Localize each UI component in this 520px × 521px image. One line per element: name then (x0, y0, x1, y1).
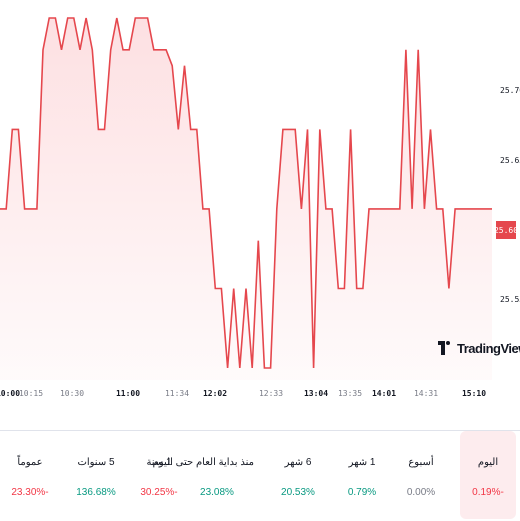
period-value: 0.79% (347, 487, 377, 498)
period-value: 136.68% (76, 487, 116, 498)
period-6[interactable]: أسبوع 0.00% (393, 431, 449, 519)
tradingview-logo-icon (438, 341, 454, 355)
period-value: 20.53% (281, 487, 315, 498)
x-tick-label: 10:30 (60, 389, 84, 398)
current-price-label: 25.60 (494, 221, 518, 239)
period-5[interactable]: 1 شهر 0.79% (334, 431, 390, 519)
period-label: 6 شهر (284, 457, 312, 468)
period-2[interactable]: 1 سنة 30.25%- (131, 431, 187, 519)
x-tick-label: 12:02 (203, 389, 227, 398)
price-line (0, 17, 492, 369)
period-value: 23.30%- (11, 487, 49, 498)
period-label: أسبوع (408, 457, 434, 468)
tradingview-brand-name: TradingView (457, 340, 520, 356)
y-tick-label: 25.70 (500, 86, 520, 95)
y-tick-label: 25.65 (500, 156, 520, 165)
x-tick-label: 13:35 (338, 389, 362, 398)
period-3[interactable]: منذ بداية العام حتى اليوم 23.08% (152, 431, 254, 519)
x-tick-label: 10:15 (19, 389, 43, 398)
period-value: 23.08% (200, 487, 234, 498)
performance-periods: عموماً 23.30%- 5 سنوات 136.68% 1 سنة 30.25%- م… (0, 430, 520, 521)
period-label: اليوم (477, 457, 499, 468)
x-tick-label: 15:10 (462, 389, 486, 398)
period-label: 1 شهر (348, 457, 376, 468)
period-label: 1 سنة (146, 457, 172, 468)
y-tick-label: 25.55 (500, 295, 520, 304)
x-tick-label: 11:00 (116, 389, 140, 398)
period-4[interactable]: 6 شهر 20.53% (270, 431, 326, 519)
period-label: منذ بداية العام حتى اليوم (152, 457, 254, 468)
x-tick-label: 11:34 (165, 389, 189, 398)
x-tick-label: 14:01 (372, 389, 396, 398)
x-tick-label: 10:00 (0, 389, 20, 398)
x-tick-label: 12:33 (259, 389, 283, 398)
period-0[interactable]: عموماً 23.30%- (2, 431, 58, 519)
period-value: 0.19%- (472, 487, 504, 498)
price-area-fill (0, 18, 492, 380)
period-label: عموماً (17, 457, 43, 468)
period-7[interactable]: اليوم 0.19%- (460, 431, 516, 519)
period-label: 5 سنوات (77, 457, 115, 468)
x-tick-label: 14:31 (414, 389, 438, 398)
period-value: 30.25%- (140, 487, 178, 498)
x-tick-label: 13:04 (304, 389, 328, 398)
period-value: 0.00% (406, 487, 436, 498)
period-1[interactable]: 5 سنوات 136.68% (68, 431, 124, 519)
tradingview-logo[interactable]: TradingView (438, 337, 520, 359)
